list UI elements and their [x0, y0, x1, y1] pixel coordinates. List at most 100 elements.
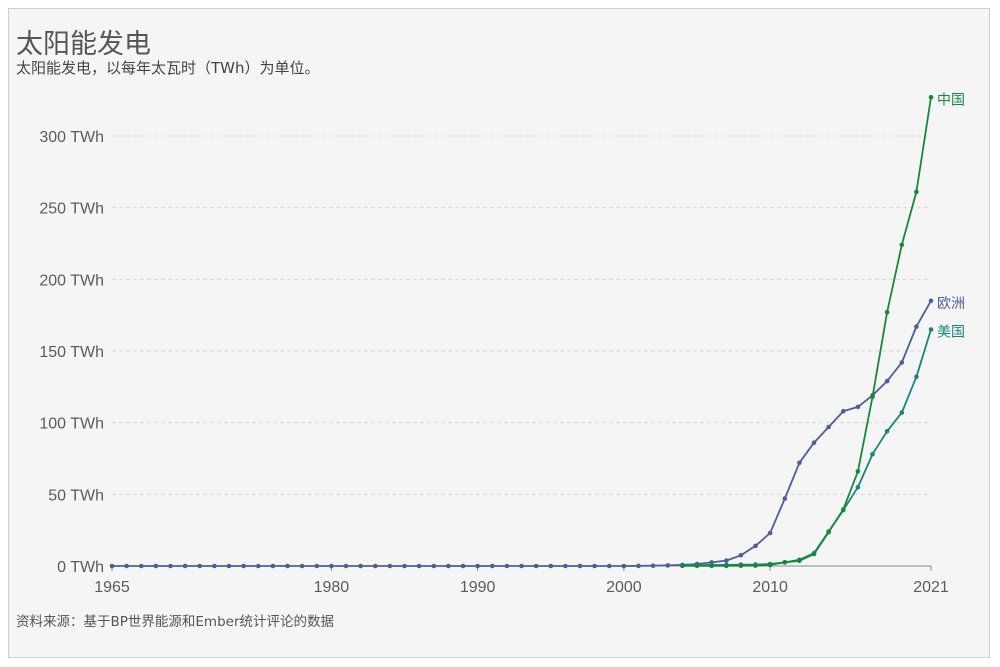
- data-point: [753, 563, 758, 568]
- data-point: [285, 563, 290, 569]
- data-point: [899, 410, 905, 415]
- y-tick-label: 250 TWh: [39, 201, 104, 218]
- series-label: 中国: [937, 92, 965, 108]
- data-point: [124, 563, 129, 569]
- data-point: [139, 563, 144, 569]
- data-point: [182, 563, 188, 569]
- data-point: [431, 563, 437, 569]
- y-axis: 0 TWh 50 TWh 100 TWh 150 TWh 200 TWh 250 TWh 3…: [39, 129, 104, 576]
- data-point: [914, 189, 919, 195]
- data-point: [314, 563, 320, 569]
- data-point: [797, 460, 802, 466]
- data-point: [270, 563, 276, 569]
- data-point: [563, 563, 568, 569]
- series-line: [682, 329, 932, 567]
- series-label: 美国: [937, 325, 965, 341]
- x-axis: 1965 1980 1990 2000 2010 2021: [94, 565, 949, 596]
- data-point: [782, 560, 788, 565]
- data-point: [241, 563, 246, 569]
- data-point: [519, 563, 524, 569]
- data-point: [738, 553, 744, 558]
- data-point: [753, 543, 758, 549]
- x-tick-label: 1990: [460, 579, 496, 596]
- series-group: [109, 95, 934, 569]
- data-point: [650, 563, 656, 568]
- data-point: [402, 563, 407, 569]
- x-tick-label: 1965: [94, 579, 130, 596]
- data-point: [680, 563, 685, 569]
- data-point: [767, 530, 773, 536]
- data-point: [709, 563, 714, 569]
- data-point: [358, 563, 363, 569]
- data-point: [855, 469, 861, 474]
- data-point: [387, 563, 393, 569]
- data-point: [928, 327, 934, 332]
- data-point: [797, 558, 802, 564]
- data-point: [826, 530, 831, 535]
- data-point: [928, 298, 934, 304]
- chart-frame: [8, 8, 990, 658]
- data-point: [724, 563, 729, 569]
- y-tick-label: 0 TWh: [57, 559, 104, 576]
- data-point: [343, 563, 349, 569]
- data-point: [212, 563, 217, 569]
- data-point: [475, 563, 480, 569]
- data-point: [841, 507, 846, 512]
- data-point: [607, 563, 612, 569]
- data-point: [490, 563, 495, 569]
- data-point: [373, 563, 378, 569]
- y-tick-label: 150 TWh: [39, 344, 104, 361]
- series-中国: [680, 95, 934, 569]
- data-point: [299, 563, 305, 569]
- data-point: [870, 451, 875, 457]
- x-tick-label: 2021: [913, 579, 949, 596]
- chart-subtitle: 太阳能发电，以每年太瓦时（TWh）为单位。: [16, 59, 320, 77]
- data-point: [914, 324, 919, 329]
- data-point: [841, 408, 846, 414]
- data-point: [504, 563, 510, 569]
- data-point: [636, 563, 641, 569]
- series-欧洲: [109, 298, 934, 569]
- data-point: [899, 360, 905, 365]
- data-point: [884, 378, 890, 384]
- x-tick-label: 2000: [606, 579, 642, 596]
- data-point: [153, 563, 159, 569]
- data-point: [928, 95, 934, 100]
- data-point: [109, 563, 115, 569]
- gridlines: [112, 135, 931, 495]
- data-point: [724, 558, 729, 563]
- data-point: [767, 562, 773, 568]
- data-point: [811, 440, 817, 446]
- data-point: [884, 310, 890, 315]
- data-point: [197, 563, 203, 569]
- data-point: [855, 484, 861, 490]
- data-point: [592, 563, 597, 569]
- data-point: [255, 563, 261, 569]
- data-point: [870, 394, 875, 400]
- series-line: [682, 97, 932, 567]
- data-point: [416, 563, 422, 569]
- data-point: [914, 374, 919, 380]
- data-point: [460, 563, 466, 569]
- y-tick-label: 100 TWh: [39, 416, 104, 433]
- y-tick-label: 50 TWh: [48, 487, 104, 504]
- source-note: 资料来源：基于BP世界能源和Ember统计评论的数据: [16, 614, 335, 630]
- series-美国: [680, 327, 934, 568]
- data-point: [329, 563, 334, 569]
- data-point: [782, 496, 788, 501]
- data-point: [665, 563, 671, 568]
- data-point: [168, 563, 173, 569]
- data-point: [446, 563, 451, 569]
- x-tick-label: 2010: [752, 579, 788, 596]
- data-point: [226, 563, 232, 569]
- data-point: [694, 563, 700, 569]
- data-point: [811, 551, 817, 557]
- data-point: [855, 404, 861, 410]
- y-tick-label: 200 TWh: [39, 272, 104, 289]
- series-line: [112, 300, 932, 567]
- data-point: [533, 563, 539, 569]
- data-point: [548, 563, 554, 569]
- data-point: [899, 242, 905, 248]
